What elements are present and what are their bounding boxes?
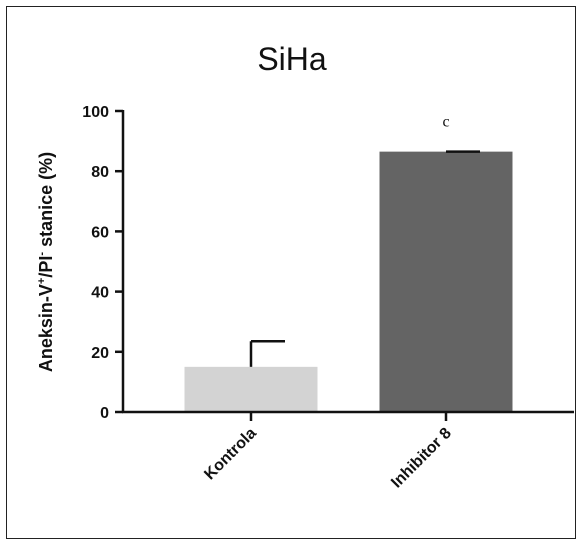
y-tick-label: 40 <box>91 285 109 302</box>
ylabel-sup1: + <box>36 278 48 284</box>
chart-title: SiHa <box>257 41 327 77</box>
x-tick-label: Kontrola <box>201 425 260 484</box>
y-tick-label: 100 <box>82 104 109 121</box>
y-tick-label: 60 <box>91 224 109 241</box>
ylabel-mid: /PI <box>36 256 56 278</box>
x-tick-label: Inhibitor 8 <box>388 425 455 492</box>
x-ticks: Kontrola Inhibitor 8 <box>201 412 455 492</box>
bar-inhibitor-8 <box>379 151 513 412</box>
y-tick-label: 80 <box>91 164 109 181</box>
bar-kontrola <box>184 366 318 412</box>
ylabel-sup2: - <box>36 252 48 256</box>
svg-text:Aneksin-V+/PI- stanice (%): Aneksin-V+/PI- stanice (%) <box>36 152 56 372</box>
y-ticks: 0 20 40 60 80 100 <box>82 104 123 422</box>
ylabel-end: stanice (%) <box>36 152 56 252</box>
ylabel-main: Aneksin-V <box>36 284 56 372</box>
y-tick-label: 0 <box>100 405 109 422</box>
bars: c <box>184 114 513 412</box>
significance-label: c <box>442 114 449 131</box>
y-tick-label: 20 <box>91 345 109 362</box>
y-axis-title: Aneksin-V+/PI- stanice (%) <box>36 152 56 372</box>
